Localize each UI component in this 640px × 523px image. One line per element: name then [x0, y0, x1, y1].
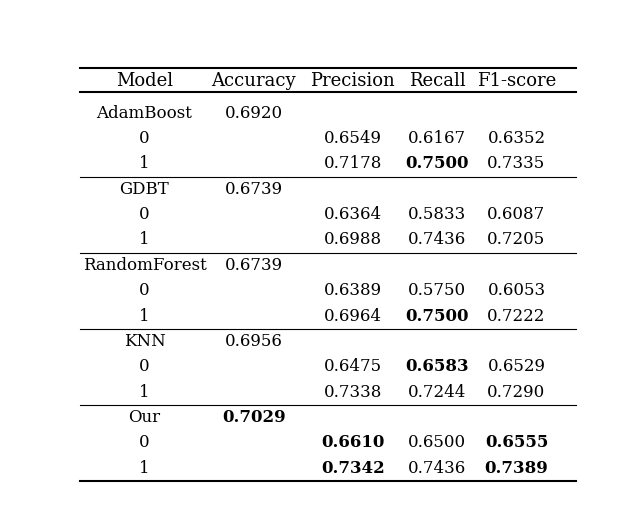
Text: 0.7436: 0.7436 [408, 232, 467, 248]
Text: 0.6555: 0.6555 [484, 435, 548, 451]
Text: 1: 1 [139, 155, 150, 173]
Text: 0.7500: 0.7500 [405, 155, 469, 173]
Text: 0.7436: 0.7436 [408, 460, 467, 477]
Text: 1: 1 [139, 232, 150, 248]
Text: Recall: Recall [409, 72, 465, 90]
Text: 0.6956: 0.6956 [225, 333, 282, 350]
Text: 0.6529: 0.6529 [488, 358, 545, 376]
Text: 0.7244: 0.7244 [408, 384, 467, 401]
Text: GDBT: GDBT [120, 181, 170, 198]
Text: 0.6500: 0.6500 [408, 435, 466, 451]
Text: Model: Model [116, 72, 173, 90]
Text: 0: 0 [139, 435, 150, 451]
Text: KNN: KNN [124, 333, 165, 350]
Text: 0.6053: 0.6053 [488, 282, 545, 299]
Text: 0: 0 [139, 358, 150, 376]
Text: 0.7290: 0.7290 [487, 384, 546, 401]
Text: Our: Our [129, 409, 161, 426]
Text: 0.7500: 0.7500 [405, 308, 469, 325]
Text: Accuracy: Accuracy [211, 72, 296, 90]
Text: 0.6964: 0.6964 [324, 308, 382, 325]
Text: 0.6583: 0.6583 [405, 358, 469, 376]
Text: 0.6920: 0.6920 [225, 105, 283, 122]
Text: 0.6739: 0.6739 [225, 181, 283, 198]
Text: 0.6988: 0.6988 [324, 232, 382, 248]
Text: 0.6389: 0.6389 [324, 282, 382, 299]
Text: 0.7029: 0.7029 [222, 409, 285, 426]
Text: 0.7338: 0.7338 [324, 384, 382, 401]
Text: 0.7389: 0.7389 [484, 460, 548, 477]
Text: RandomForest: RandomForest [83, 257, 206, 274]
Text: 0: 0 [139, 206, 150, 223]
Text: F1-score: F1-score [477, 72, 556, 90]
Text: 1: 1 [139, 308, 150, 325]
Text: 1: 1 [139, 460, 150, 477]
Text: 0.7222: 0.7222 [487, 308, 546, 325]
Text: 0: 0 [139, 130, 150, 147]
Text: 0.5833: 0.5833 [408, 206, 467, 223]
Text: 0.6352: 0.6352 [488, 130, 545, 147]
Text: 0.6087: 0.6087 [487, 206, 546, 223]
Text: 0.7342: 0.7342 [321, 460, 385, 477]
Text: 0.6475: 0.6475 [324, 358, 382, 376]
Text: 0.7335: 0.7335 [487, 155, 546, 173]
Text: 0.7205: 0.7205 [487, 232, 546, 248]
Text: 0.6167: 0.6167 [408, 130, 466, 147]
Text: 0.6364: 0.6364 [324, 206, 382, 223]
Text: 1: 1 [139, 384, 150, 401]
Text: 0.6549: 0.6549 [324, 130, 382, 147]
Text: 0.6739: 0.6739 [225, 257, 283, 274]
Text: Precision: Precision [310, 72, 395, 90]
Text: 0.5750: 0.5750 [408, 282, 466, 299]
Text: 0.6610: 0.6610 [321, 435, 385, 451]
Text: 0: 0 [139, 282, 150, 299]
Text: 0.7178: 0.7178 [324, 155, 382, 173]
Text: AdamBoost: AdamBoost [97, 105, 193, 122]
